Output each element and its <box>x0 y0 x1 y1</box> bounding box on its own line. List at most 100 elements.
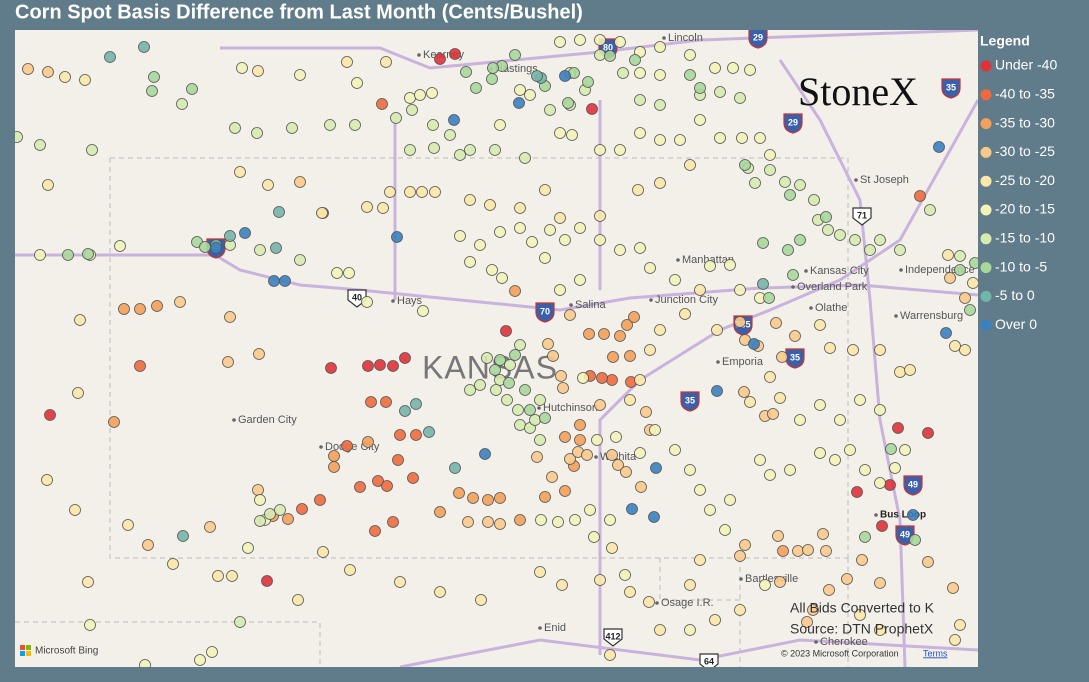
bid-dot <box>569 514 581 526</box>
bid-dot <box>349 119 361 131</box>
bid-dot <box>614 144 626 156</box>
note: All Bids Converted to K <box>790 600 935 616</box>
bid-dot <box>380 396 392 408</box>
shield-icon <box>680 391 700 412</box>
bid-dot <box>34 139 46 151</box>
bid-dot <box>624 586 636 598</box>
bid-dot <box>252 484 264 496</box>
place-label: Olathe <box>815 302 847 314</box>
bid-dot <box>59 71 71 83</box>
terms-link[interactable]: Terms <box>923 648 948 658</box>
bid-dot <box>924 204 936 216</box>
bid-dot <box>594 234 606 246</box>
bid-dot <box>426 87 438 99</box>
bid-dot <box>410 429 422 441</box>
bid-dot <box>899 444 911 456</box>
bid-dot <box>859 464 871 476</box>
bid-dot <box>574 34 586 46</box>
bid-dot <box>907 509 919 521</box>
bid-dot <box>794 414 806 426</box>
bid-dot <box>822 224 834 236</box>
bid-dot <box>564 453 576 465</box>
bid-dot <box>807 604 819 616</box>
bid-dot <box>399 352 411 364</box>
place-marker <box>655 601 659 605</box>
bid-dot <box>44 409 56 421</box>
bid-dot <box>734 316 746 328</box>
bid-dot <box>594 34 606 46</box>
bid-dot <box>434 506 446 518</box>
bid-dot <box>739 159 751 171</box>
bid-dot <box>552 516 564 528</box>
bid-dot <box>177 530 189 542</box>
bid-dot <box>539 412 551 424</box>
bid-dot <box>959 292 971 304</box>
bid-dot <box>236 62 248 74</box>
place-marker <box>538 626 542 630</box>
bid-dot <box>734 604 746 616</box>
bid-dot <box>789 330 801 342</box>
bid-dot <box>874 404 886 416</box>
bid-dot <box>964 304 976 316</box>
bid-dot <box>874 344 886 356</box>
bid-dot <box>392 454 404 466</box>
bid-dot <box>496 272 508 284</box>
bid-dot <box>820 211 832 223</box>
bid-dot <box>596 372 608 384</box>
shield-label: 49 <box>900 529 910 539</box>
legend-swatch <box>980 175 992 187</box>
bid-dot <box>514 339 526 351</box>
bid-dot <box>885 443 897 455</box>
bid-dot <box>734 550 746 562</box>
place-marker <box>662 36 666 40</box>
bid-dot <box>186 83 198 95</box>
bid-dot <box>694 114 706 126</box>
bid-dot <box>824 342 836 354</box>
bid-dot <box>494 226 506 238</box>
bid-dot <box>82 576 94 588</box>
bid-dot <box>464 384 476 396</box>
place-marker <box>537 406 541 410</box>
bid-dot <box>759 579 771 591</box>
bid-dot <box>823 584 835 596</box>
bid-dot <box>757 237 769 249</box>
bid-dot <box>262 179 274 191</box>
bid-dot <box>719 524 731 536</box>
bid-dot <box>727 62 739 74</box>
bid-dot <box>954 619 966 631</box>
bid-dot <box>584 504 596 516</box>
bid-dot <box>470 82 482 94</box>
bid-dot <box>464 194 476 206</box>
bid-dot <box>628 311 640 323</box>
shield-label: 35 <box>685 395 695 405</box>
bid-dot <box>234 166 246 178</box>
bid-dot <box>239 227 251 239</box>
bid-dot <box>509 285 521 297</box>
bid-dot <box>643 596 655 608</box>
bid-dot <box>317 546 329 558</box>
bid-dot <box>414 89 426 101</box>
bid-dot <box>654 69 666 81</box>
bid-dot <box>704 504 716 516</box>
bid-dot <box>634 94 646 106</box>
bid-dot <box>134 303 146 315</box>
bid-dot <box>784 189 796 201</box>
place-marker <box>232 418 236 422</box>
bid-dot <box>634 127 646 139</box>
bid-dot <box>814 447 826 459</box>
bid-dot <box>547 350 559 362</box>
bid-dot <box>949 340 961 352</box>
bid-dot <box>467 492 479 504</box>
bid-dot <box>544 104 556 116</box>
place-marker <box>391 299 395 303</box>
place-label: Emporia <box>722 356 764 368</box>
bid-dot <box>464 144 476 156</box>
bid-dot <box>792 545 804 557</box>
bid-dot <box>417 305 429 317</box>
bid-dot <box>739 539 751 551</box>
bid-dot <box>328 461 340 473</box>
bid-dot <box>874 477 886 489</box>
bid-dot <box>711 385 723 397</box>
bid-dot <box>892 422 904 434</box>
